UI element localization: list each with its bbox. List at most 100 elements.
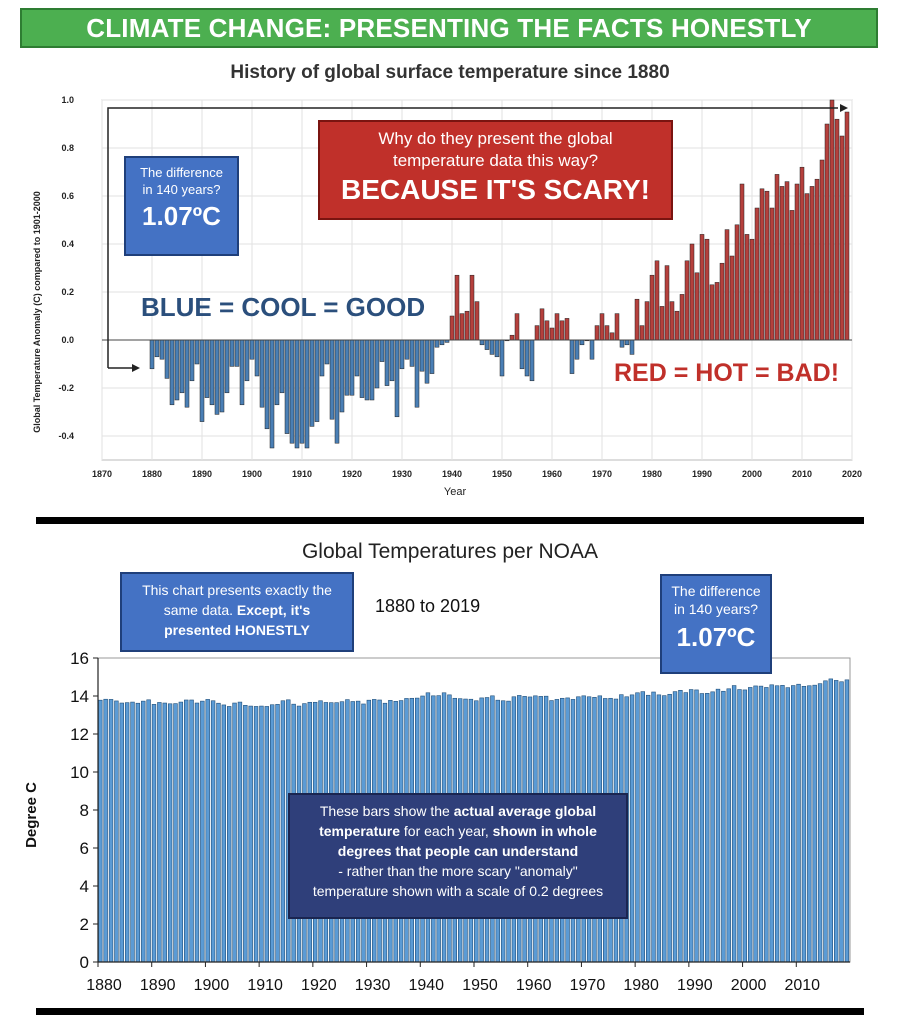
anomaly-bar: [534, 325, 540, 341]
anomaly-bar: [164, 339, 170, 379]
difference-value: 1.07ºC: [142, 201, 221, 231]
absolute-bar: [807, 685, 812, 963]
anomaly-xtick-label: 1870: [92, 469, 112, 479]
anomaly-bar: [624, 339, 630, 346]
absolute-bar: [162, 702, 167, 963]
anomaly-bar: [604, 325, 610, 341]
anomaly-bar: [649, 274, 655, 341]
absolute-bar: [248, 705, 253, 963]
anomaly-bar: [579, 339, 585, 346]
absolute-bar: [705, 693, 710, 963]
difference-bracket-line: [107, 107, 838, 368]
absolute-bar: [253, 706, 259, 963]
scary-line1: Why do they present the global: [378, 129, 613, 148]
absolute-bar: [237, 701, 243, 963]
anomaly-bar: [404, 339, 410, 360]
anomaly-labels: -0.4 -0.2 0.0 0.2 0.4 0.6 0.8 1.0 1870 1880 1890 19…: [58, 95, 862, 479]
absolute-bar: [243, 705, 248, 963]
anomaly-bar: [774, 174, 780, 341]
anomaly-bars: [149, 99, 850, 449]
anomaly-bar: [419, 339, 425, 372]
anomaly-bar: [664, 265, 670, 341]
absolute-xtick-label: 1950: [462, 977, 498, 994]
anomaly-bar: [704, 238, 710, 341]
anomaly-bar: [679, 294, 685, 341]
anomaly-bar: [319, 339, 325, 377]
anomaly-bar: [824, 123, 830, 341]
scary-box: Why do they present the global temperatu…: [318, 120, 673, 220]
absolute-bar: [758, 685, 764, 963]
arrowhead-high: [840, 104, 848, 112]
absolute-bar: [801, 686, 807, 963]
anomaly-bar: [789, 210, 795, 341]
bottom-chart-range: 1880 to 2019: [375, 596, 481, 616]
anomaly-bar: [284, 339, 290, 434]
anomaly-xtick-label: 1910: [292, 469, 312, 479]
absolute-bar: [726, 688, 731, 963]
absolute-bar: [796, 683, 801, 963]
absolute-bar: [221, 704, 227, 963]
exact-line2b: Except, it's: [236, 602, 311, 618]
anomaly-bar: [439, 339, 445, 346]
difference2-line1: The difference: [671, 583, 761, 599]
absolute-xtick-label: 1900: [194, 977, 230, 994]
anomaly-bar: [414, 339, 420, 408]
absolute-y-label: Degree C: [23, 782, 40, 848]
anomaly-bar: [179, 339, 185, 394]
anomaly-bar: [809, 186, 815, 341]
anomaly-bar: [399, 339, 405, 370]
absolute-bar: [146, 699, 151, 963]
anomaly-bar: [749, 238, 755, 341]
anomaly-bar: [669, 301, 675, 341]
absolute-bar: [656, 694, 662, 963]
absolute-xtick-label: 1920: [301, 977, 337, 994]
anomaly-bar: [484, 339, 490, 350]
absolute-ytick-label: 4: [80, 877, 89, 896]
anomaly-bar: [569, 339, 575, 374]
anomaly-bar: [729, 255, 735, 341]
bars-line3: degrees that people can understand: [337, 843, 579, 859]
anomaly-bar: [264, 339, 270, 430]
anomaly-bar: [374, 339, 380, 389]
absolute-bar: [135, 702, 141, 963]
absolute-bar: [264, 706, 269, 963]
anomaly-bar: [829, 99, 835, 341]
anomaly-bar: [779, 186, 785, 341]
absolute-bar: [710, 691, 715, 963]
absolute-bar: [683, 692, 688, 963]
anomaly-bar: [204, 339, 210, 398]
absolute-bar: [817, 683, 823, 963]
anomaly-bar: [744, 234, 750, 341]
anomaly-ytick-label: 1.0: [61, 95, 74, 105]
divider-top: [36, 517, 864, 524]
anomaly-bar: [434, 339, 440, 348]
absolute-bar: [640, 691, 645, 963]
anomaly-bar: [349, 339, 355, 396]
anomaly-bar: [339, 339, 345, 413]
anomaly-xtick-label: 1920: [342, 469, 362, 479]
absolute-bar: [678, 689, 683, 963]
anomaly-bar: [739, 183, 745, 341]
anomaly-bar: [334, 339, 340, 444]
absolute-bar: [748, 687, 753, 963]
anomaly-bar: [794, 183, 800, 341]
absolute-bar: [114, 700, 119, 963]
difference2-line2: in 140 years?: [673, 601, 759, 617]
anomaly-bar: [269, 339, 275, 449]
anomaly-bar: [379, 339, 385, 362]
absolute-bar: [715, 688, 721, 963]
absolute-bar: [769, 684, 774, 963]
anomaly-bar: [469, 274, 475, 341]
absolute-ytick-label: 16: [70, 649, 89, 668]
anomaly-bar: [219, 339, 225, 413]
arrowhead-low: [132, 364, 140, 372]
anomaly-bar: [259, 339, 265, 408]
absolute-bar: [839, 681, 844, 963]
absolute-bar: [167, 703, 173, 963]
anomaly-bar: [294, 339, 300, 449]
absolute-bar: [108, 699, 114, 963]
anomaly-bar: [609, 332, 615, 341]
anomaly-bar: [389, 339, 395, 382]
anomaly-xtick-label: 1950: [492, 469, 512, 479]
anomaly-bar: [644, 301, 650, 341]
